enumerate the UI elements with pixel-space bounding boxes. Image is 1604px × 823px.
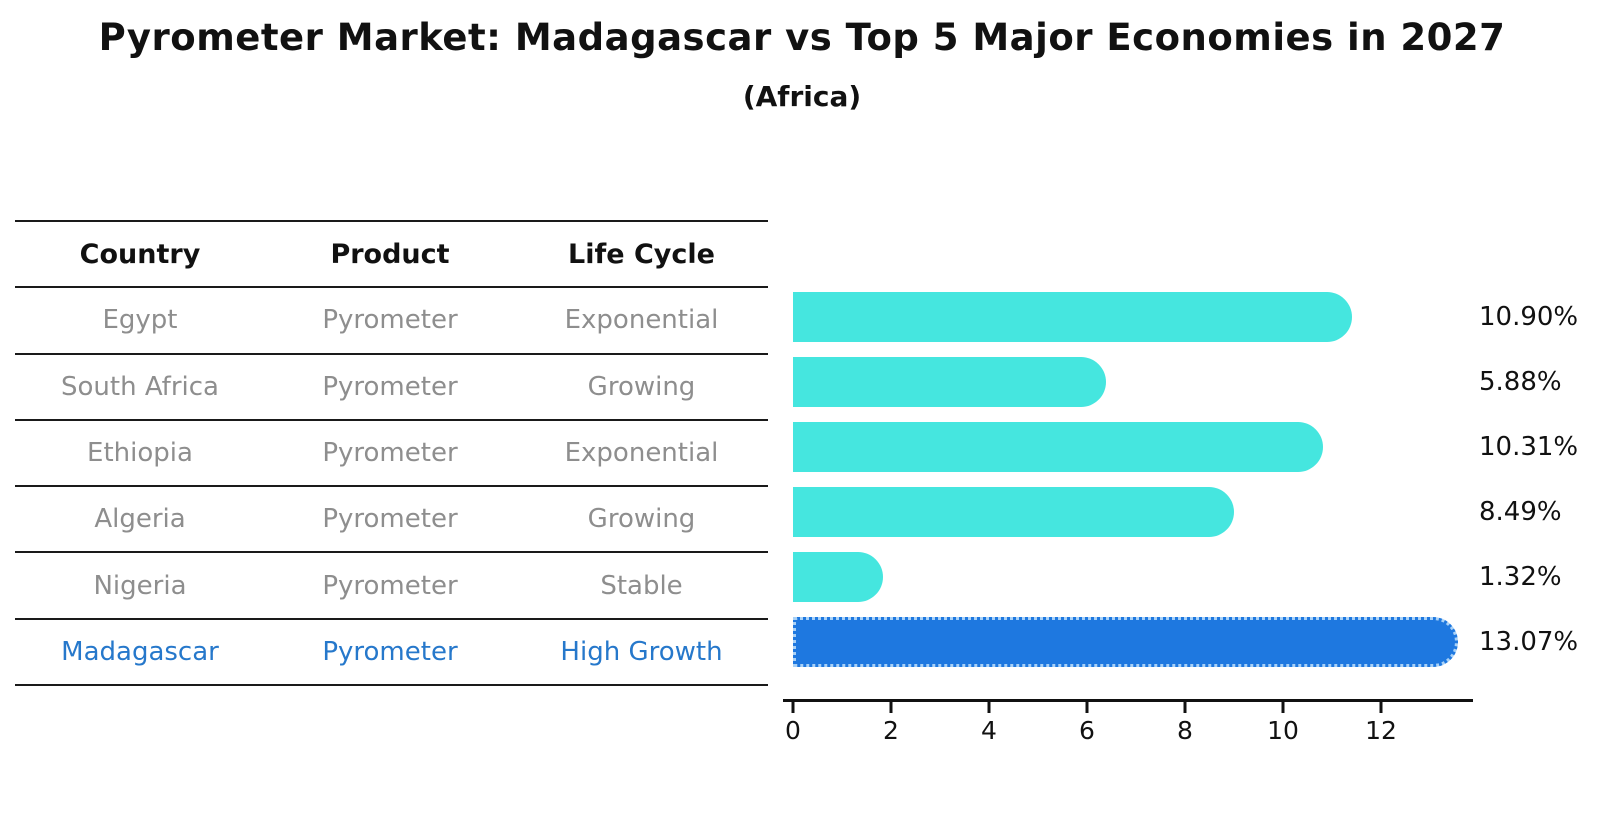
- table-row-algeria: Algeria Pyrometer Growing: [15, 487, 768, 554]
- bar-value-label: 10.90%: [1479, 302, 1579, 332]
- x-axis-tick-label: 8: [1177, 716, 1193, 745]
- cell-product: Pyrometer: [322, 504, 458, 535]
- bar-value-label: 13.07%: [1479, 627, 1579, 657]
- x-axis-tick-label: 4: [981, 716, 997, 745]
- col-header-country: Country: [79, 238, 201, 270]
- chart-title: Pyrometer Market: Madagascar vs Top 5 Ma…: [98, 16, 1506, 59]
- cell-country: Egypt: [102, 305, 178, 336]
- x-axis-tick-label: 0: [785, 716, 801, 745]
- cell-life-cycle: Exponential: [564, 305, 719, 336]
- cell-life-cycle: Growing: [587, 371, 696, 402]
- x-axis-tick-mark: [889, 702, 893, 713]
- x-axis-tick-label: 2: [883, 716, 899, 745]
- x-axis-tick-mark: [1085, 702, 1089, 713]
- x-axis-tick-mark: [1183, 702, 1187, 713]
- cell-country: Algeria: [94, 504, 186, 535]
- bar-madagascar: [793, 617, 1459, 667]
- cell-country: South Africa: [61, 371, 219, 402]
- bar-south-africa: [793, 357, 1107, 407]
- table-row-south-africa: South Africa Pyrometer Growing: [15, 355, 768, 421]
- x-axis-line: [783, 699, 1473, 702]
- cell-product: Pyrometer: [322, 570, 458, 601]
- cell-country: Nigeria: [93, 570, 187, 601]
- x-axis-tick-mark: [1379, 702, 1383, 713]
- cell-life-cycle: Growing: [587, 504, 696, 535]
- x-axis-tick-label: 6: [1079, 716, 1095, 745]
- comparison-table: Country Product Life Cycle Egypt Pyromet…: [15, 220, 768, 687]
- x-axis-tick-label: 12: [1365, 716, 1397, 745]
- cell-life-cycle: High Growth: [560, 636, 723, 667]
- x-axis-tick-mark: [791, 702, 795, 713]
- cell-product: Pyrometer: [322, 438, 458, 469]
- table-row-madagascar: Madagascar Pyrometer High Growth: [15, 620, 768, 687]
- bar-egypt: [793, 292, 1353, 342]
- x-axis-tick-mark: [1281, 702, 1285, 713]
- chart-subtitle: (Africa): [742, 80, 862, 113]
- table-row-nigeria: Nigeria Pyrometer Stable: [15, 553, 768, 620]
- col-header-product: Product: [330, 238, 450, 270]
- cell-product: Pyrometer: [322, 636, 458, 667]
- table-row-egypt: Egypt Pyrometer Exponential: [15, 288, 768, 355]
- x-axis-tick-mark: [987, 702, 991, 713]
- cell-country: Ethiopia: [87, 438, 193, 469]
- table-header-row: Country Product Life Cycle: [15, 222, 768, 289]
- bar-ethiopia: [793, 422, 1324, 472]
- bar-algeria: [793, 487, 1234, 537]
- cell-country: Madagascar: [61, 636, 219, 667]
- table-row-ethiopia: Ethiopia Pyrometer Exponential: [15, 421, 768, 488]
- x-axis-tick-label: 10: [1267, 716, 1299, 745]
- bar-value-label: 5.88%: [1479, 367, 1562, 397]
- cell-life-cycle: Stable: [600, 570, 683, 601]
- cell-life-cycle: Exponential: [564, 438, 719, 469]
- cell-product: Pyrometer: [322, 371, 458, 402]
- bar-value-label: 8.49%: [1479, 497, 1562, 527]
- bar-value-label: 10.31%: [1479, 432, 1579, 462]
- bar-value-label: 1.32%: [1479, 562, 1562, 592]
- bar-nigeria: [793, 552, 883, 602]
- col-header-life-cycle: Life Cycle: [568, 238, 715, 270]
- cell-product: Pyrometer: [322, 305, 458, 336]
